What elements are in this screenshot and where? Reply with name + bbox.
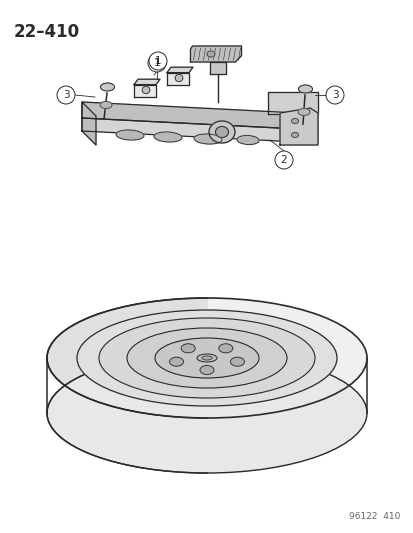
- Text: 1: 1: [153, 58, 160, 68]
- Ellipse shape: [194, 134, 221, 144]
- Circle shape: [149, 52, 166, 70]
- Ellipse shape: [142, 86, 150, 94]
- Text: 2: 2: [280, 155, 287, 165]
- Ellipse shape: [202, 356, 211, 360]
- Polygon shape: [82, 102, 317, 130]
- Ellipse shape: [197, 354, 216, 362]
- Ellipse shape: [127, 328, 286, 388]
- Ellipse shape: [175, 75, 183, 82]
- Ellipse shape: [154, 338, 259, 378]
- Circle shape: [325, 86, 343, 104]
- Polygon shape: [190, 46, 241, 62]
- Ellipse shape: [116, 130, 144, 140]
- Ellipse shape: [47, 298, 366, 418]
- Ellipse shape: [169, 357, 183, 366]
- Ellipse shape: [99, 318, 314, 398]
- Ellipse shape: [181, 344, 195, 353]
- Ellipse shape: [209, 121, 235, 143]
- Text: 3: 3: [331, 90, 337, 100]
- Ellipse shape: [230, 357, 244, 366]
- Polygon shape: [267, 92, 317, 114]
- Ellipse shape: [199, 366, 214, 375]
- Circle shape: [274, 151, 292, 169]
- Text: 3: 3: [62, 90, 69, 100]
- Polygon shape: [47, 298, 206, 473]
- Ellipse shape: [291, 133, 298, 138]
- Polygon shape: [134, 85, 156, 97]
- Polygon shape: [82, 118, 317, 143]
- Polygon shape: [166, 67, 192, 72]
- Ellipse shape: [154, 132, 182, 142]
- Text: 1: 1: [154, 56, 161, 66]
- Ellipse shape: [206, 51, 214, 57]
- Ellipse shape: [218, 344, 232, 353]
- Ellipse shape: [215, 126, 228, 138]
- Ellipse shape: [77, 310, 336, 406]
- Ellipse shape: [298, 85, 312, 93]
- Circle shape: [57, 86, 75, 104]
- Ellipse shape: [100, 83, 114, 91]
- Polygon shape: [82, 102, 96, 145]
- Polygon shape: [209, 62, 225, 74]
- Polygon shape: [166, 72, 189, 85]
- Text: 96122  410: 96122 410: [348, 512, 399, 521]
- Ellipse shape: [297, 109, 309, 116]
- Ellipse shape: [291, 118, 298, 124]
- Circle shape: [147, 54, 166, 72]
- Ellipse shape: [100, 101, 112, 109]
- Ellipse shape: [236, 135, 259, 144]
- Polygon shape: [279, 108, 317, 145]
- Polygon shape: [134, 79, 159, 85]
- Text: 22–410: 22–410: [14, 23, 80, 41]
- Ellipse shape: [47, 353, 366, 473]
